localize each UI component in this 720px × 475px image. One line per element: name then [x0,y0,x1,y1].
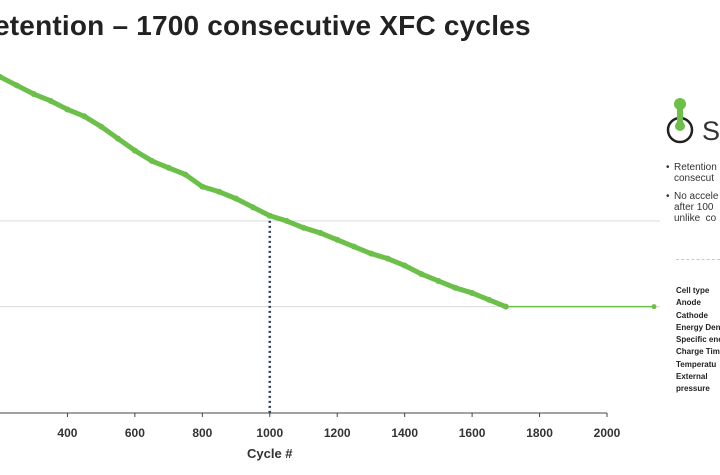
data-point [401,262,408,269]
data-point [47,97,54,104]
x-tick-label: 2000 [594,426,621,440]
data-point [266,212,273,219]
data-point [98,123,105,130]
spec-specific-energy: Specific ene [676,335,720,345]
x-tick-label: 1800 [526,426,553,440]
data-point [485,296,492,303]
data-point [30,91,37,98]
data-point [131,147,138,154]
brand-logo-icon [660,94,720,154]
data-point [115,135,122,142]
key-points: Retention consecut No accele after 100 u… [666,162,720,231]
page-title: etention – 1700 consecutive XFC cycles [0,10,531,41]
data-point [384,255,391,262]
series-connector-dot [651,304,657,310]
data-point [233,195,240,202]
data-point [199,183,206,190]
spec-cathode: Cathode [676,310,708,320]
data-point [249,204,256,211]
x-tick-label: 1200 [324,426,351,440]
bullet-retention: Retention consecut [666,162,720,184]
data-point [165,164,172,171]
data-point [13,82,20,89]
data-point [502,303,509,310]
data-point [148,157,155,164]
data-point [64,106,71,113]
x-tick-label: 1400 [391,426,418,440]
data-point [351,243,358,250]
data-point [452,284,459,291]
x-tick-label: 600 [125,426,145,440]
data-point [182,171,189,178]
retention-chart: 400 600 800 1000 1200 1400 1600 1800 2000 Cycle … [0,73,660,461]
spec-anode: Anode [676,298,701,308]
divider [676,259,720,260]
x-tick-label: 1000 [256,426,283,440]
spec-charge-time: Charge Tim [676,347,720,357]
data-point [283,217,290,224]
data-point [81,113,88,120]
data-point [435,277,442,284]
data-point [0,73,3,80]
spec-list: Cell type Anode Cathode Energy Den Speci… [676,285,720,396]
spec-temperature: Temperatu [676,359,717,369]
spec-cell-type: Cell type [676,286,710,295]
spec-energy-density: Energy Den [676,322,720,332]
data-point [216,188,223,195]
x-axis-label: Cycle # [247,446,293,461]
x-tick-label: 1600 [459,426,486,440]
x-tick-label: 800 [192,426,212,440]
x-tick-label: 400 [57,426,77,440]
spec-external-pressure: External pressure [676,372,710,394]
data-point [469,289,476,296]
data-point [418,271,425,278]
bullet-no-acceleration: No accele after 100 unlike co [666,191,720,224]
data-point [367,250,374,257]
data-point [300,224,307,231]
data-point [334,236,341,243]
brand-logo-text: St [702,116,720,146]
data-point [317,229,324,236]
series-line [0,74,509,310]
